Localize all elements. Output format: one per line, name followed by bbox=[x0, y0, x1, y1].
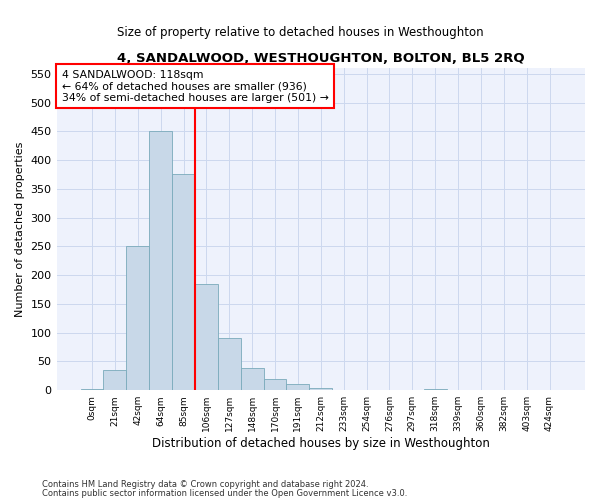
Text: Contains public sector information licensed under the Open Government Licence v3: Contains public sector information licen… bbox=[42, 489, 407, 498]
Bar bbox=[241, 368, 263, 390]
Bar bbox=[195, 284, 218, 390]
Bar bbox=[424, 389, 446, 390]
Bar bbox=[149, 132, 172, 390]
Bar bbox=[127, 246, 149, 390]
Y-axis label: Number of detached properties: Number of detached properties bbox=[15, 142, 25, 317]
Bar bbox=[80, 389, 103, 390]
Bar bbox=[172, 174, 195, 390]
Title: 4, SANDALWOOD, WESTHOUGHTON, BOLTON, BL5 2RQ: 4, SANDALWOOD, WESTHOUGHTON, BOLTON, BL5… bbox=[117, 52, 524, 66]
X-axis label: Distribution of detached houses by size in Westhoughton: Distribution of detached houses by size … bbox=[152, 437, 490, 450]
Bar bbox=[263, 378, 286, 390]
Text: Size of property relative to detached houses in Westhoughton: Size of property relative to detached ho… bbox=[116, 26, 484, 39]
Text: 4 SANDALWOOD: 118sqm
← 64% of detached houses are smaller (936)
34% of semi-deta: 4 SANDALWOOD: 118sqm ← 64% of detached h… bbox=[62, 70, 329, 103]
Bar bbox=[218, 338, 241, 390]
Text: Contains HM Land Registry data © Crown copyright and database right 2024.: Contains HM Land Registry data © Crown c… bbox=[42, 480, 368, 489]
Bar bbox=[310, 388, 332, 390]
Bar bbox=[286, 384, 310, 390]
Bar bbox=[103, 370, 127, 390]
